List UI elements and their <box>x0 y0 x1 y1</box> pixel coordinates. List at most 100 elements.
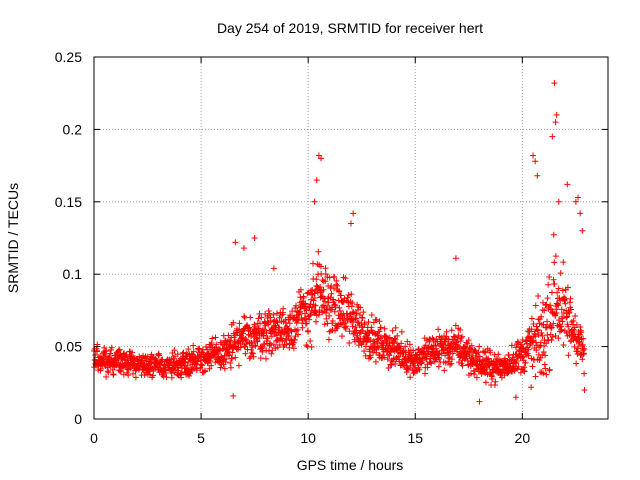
data-point <box>213 341 220 348</box>
data-point <box>226 352 233 359</box>
data-point <box>548 289 555 296</box>
data-point <box>540 370 547 377</box>
data-point <box>570 317 577 324</box>
data-point <box>329 318 336 325</box>
data-point <box>318 155 325 162</box>
data-point <box>528 326 535 333</box>
data-point <box>109 366 116 373</box>
plot-frame <box>93 56 609 420</box>
data-point <box>187 370 194 377</box>
data-point <box>361 348 368 355</box>
data-point <box>246 355 253 362</box>
data-point <box>566 299 573 306</box>
data-point <box>385 365 392 372</box>
data-point <box>190 365 197 372</box>
data-point <box>552 119 559 126</box>
data-point <box>304 290 311 297</box>
data-point <box>406 341 413 348</box>
data-point <box>572 198 579 205</box>
data-point <box>392 360 399 367</box>
data-point <box>226 337 233 344</box>
data-point <box>283 341 290 348</box>
data-point <box>290 339 297 346</box>
data-point <box>553 111 560 118</box>
data-point <box>579 227 586 234</box>
data-point <box>505 369 512 376</box>
data-point <box>377 324 384 331</box>
data-point <box>230 319 237 326</box>
data-point <box>416 366 423 373</box>
data-point <box>571 327 578 334</box>
data-point <box>404 365 411 372</box>
data-point <box>261 341 268 348</box>
x-tick-label: 5 <box>197 430 205 446</box>
data-point <box>529 338 536 345</box>
data-point <box>576 331 583 338</box>
data-point <box>288 328 295 335</box>
data-point <box>458 335 465 342</box>
data-point <box>367 354 374 361</box>
data-point <box>368 311 375 318</box>
data-point <box>435 363 442 370</box>
data-point <box>354 319 361 326</box>
data-point <box>290 345 297 352</box>
data-point <box>424 364 431 371</box>
data-point <box>533 347 540 354</box>
data-point <box>350 309 357 316</box>
data-point <box>476 343 483 350</box>
data-point <box>300 294 307 301</box>
data-point <box>446 355 453 362</box>
data-point <box>422 370 429 377</box>
data-point <box>457 337 464 344</box>
data-point <box>260 332 267 339</box>
data-point <box>564 284 571 291</box>
data-point <box>374 332 381 339</box>
data-point <box>198 361 205 368</box>
data-point <box>453 338 460 345</box>
data-point <box>550 320 557 327</box>
data-point <box>117 368 124 375</box>
data-point <box>255 315 262 322</box>
data-point <box>373 316 380 323</box>
data-point <box>110 371 117 378</box>
data-point <box>543 371 550 378</box>
data-point <box>262 320 269 327</box>
data-point <box>484 371 491 378</box>
data-point <box>162 369 169 376</box>
data-point <box>538 313 545 320</box>
data-point <box>367 348 374 355</box>
data-point <box>294 316 301 323</box>
data-point <box>241 313 248 320</box>
data-point <box>288 327 295 334</box>
data-point <box>518 341 525 348</box>
data-point <box>539 332 546 339</box>
data-point <box>550 231 557 238</box>
data-point <box>103 348 110 355</box>
data-point <box>418 360 425 367</box>
data-point <box>581 345 588 352</box>
y-tick-label: 0.2 <box>63 121 83 137</box>
data-point <box>311 295 318 302</box>
data-point <box>140 361 147 368</box>
data-point <box>237 344 244 351</box>
data-point <box>227 364 234 371</box>
data-point <box>454 336 461 343</box>
data-point <box>232 239 239 246</box>
data-point <box>336 288 343 295</box>
data-point <box>284 326 291 333</box>
data-point <box>247 314 254 321</box>
data-point <box>125 372 132 379</box>
data-point <box>168 374 175 381</box>
data-point <box>349 323 356 330</box>
data-point <box>202 367 209 374</box>
data-point <box>388 362 395 369</box>
data-point <box>455 332 462 339</box>
data-point <box>94 348 101 355</box>
data-point <box>241 314 248 321</box>
data-point <box>529 363 536 370</box>
y-tick-label: 0 <box>74 411 82 427</box>
data-point <box>548 324 555 331</box>
data-point <box>551 280 558 287</box>
data-point <box>536 344 543 351</box>
data-point <box>579 341 586 348</box>
